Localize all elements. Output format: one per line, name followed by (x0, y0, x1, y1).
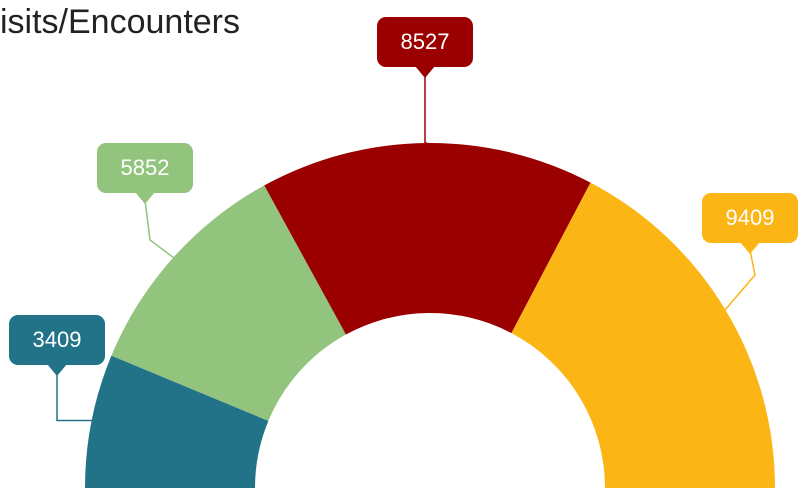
label-pointer (47, 364, 67, 376)
label-box (9, 315, 105, 365)
leader-line (56, 372, 92, 422)
donut-segment (264, 143, 591, 335)
label-box (97, 143, 193, 193)
label-pointer (740, 242, 760, 254)
label-pointer (415, 66, 435, 78)
leader-line (424, 74, 428, 144)
label-box (377, 17, 473, 67)
donut-segment (511, 182, 776, 488)
data-label: 3409 (33, 327, 82, 352)
chart-title: isits/Encounters (0, 3, 240, 41)
donut-segment (111, 185, 346, 421)
label-pointer (135, 192, 155, 204)
data-label: 9409 (726, 205, 775, 230)
data-label: 8527 (401, 29, 450, 54)
donut-segment (85, 355, 269, 488)
data-label: 5852 (121, 155, 170, 180)
leader-line (144, 199, 174, 259)
leader-line (724, 249, 756, 311)
label-box (702, 193, 798, 243)
